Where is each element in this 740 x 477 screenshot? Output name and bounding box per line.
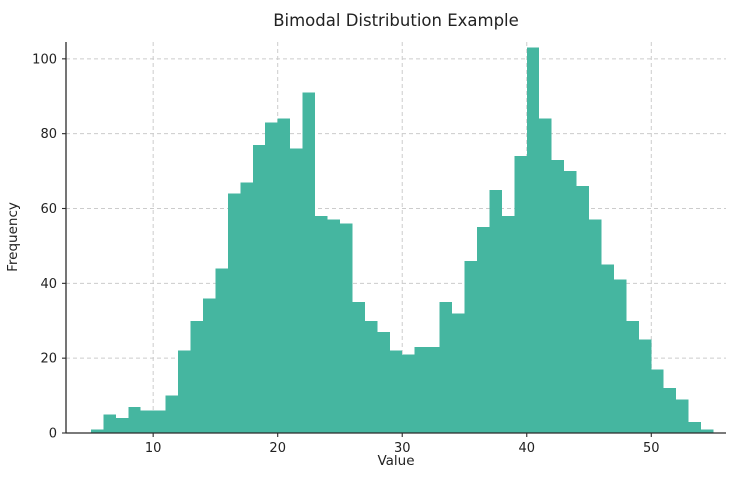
histogram-bar [315, 215, 328, 433]
histogram-bar [626, 320, 639, 433]
histogram-bar [165, 395, 179, 433]
histogram-bar [452, 313, 465, 433]
histogram-bar [128, 406, 141, 433]
x-axis-label: Value [377, 453, 414, 469]
histogram-bar [663, 388, 677, 433]
x-tick-label: 50 [643, 441, 660, 456]
histogram-bar [427, 346, 440, 433]
histogram-bar [526, 47, 540, 434]
histogram-bar [439, 302, 453, 433]
histogram-bar [277, 118, 291, 434]
histogram-bar [389, 350, 403, 433]
y-tick-label: 40 [40, 277, 57, 292]
histogram-bar [576, 186, 590, 433]
histogram-bar [240, 182, 253, 433]
histogram-bar [178, 350, 191, 433]
chart-title: Bimodal Distribution Example [273, 11, 519, 30]
histogram-bar [252, 144, 266, 434]
histogram-bar [464, 260, 477, 433]
histogram-bar [302, 92, 316, 433]
y-tick-label: 100 [32, 52, 57, 67]
bars-group [90, 47, 714, 434]
histogram-bar [676, 399, 689, 433]
histogram-bar [103, 414, 116, 433]
histogram-bar [364, 320, 378, 433]
histogram-bar [514, 156, 527, 433]
histogram-bar [140, 410, 154, 433]
histogram-bar [190, 320, 203, 433]
histogram-bar [402, 354, 415, 433]
y-axis-label: Frequency [5, 202, 21, 272]
histogram-bar [414, 346, 428, 433]
y-tick-label: 80 [40, 127, 57, 142]
histogram-bar [227, 193, 241, 433]
histogram-bar [215, 268, 228, 433]
histogram-bar [489, 189, 502, 433]
histogram-bar [90, 429, 104, 433]
histogram-bar [290, 148, 303, 434]
x-tick-label: 30 [394, 441, 411, 456]
histogram-bar [551, 159, 565, 433]
histogram-bar [377, 331, 390, 433]
histogram-bar [153, 410, 166, 433]
histogram-bar [501, 215, 515, 433]
histogram-bar [601, 264, 614, 433]
histogram-bar [651, 369, 664, 433]
tick-labels-group: 10 20 30 40 50 0 20 40 60 80 100 [32, 52, 659, 456]
histogram-bar [327, 219, 340, 433]
x-tick-label: 40 [518, 441, 535, 456]
histogram-bar [638, 339, 652, 433]
histogram-bar [339, 223, 353, 433]
x-tick-label: 10 [145, 441, 162, 456]
histogram-bar [202, 298, 216, 433]
y-tick-label: 20 [40, 352, 57, 367]
histogram-bar [564, 171, 577, 433]
histogram-bar [539, 118, 552, 434]
histogram-bar [265, 122, 278, 433]
y-tick-label: 60 [40, 202, 57, 217]
histogram-bar [476, 227, 490, 433]
y-tick-label: 0 [49, 427, 57, 442]
histogram-bar [688, 421, 702, 433]
axes-group [62, 42, 726, 437]
x-tick-label: 20 [269, 441, 286, 456]
histogram-bar [589, 219, 602, 433]
histogram-bar [115, 418, 129, 433]
histogram-bar [701, 429, 714, 433]
histogram-bar [613, 279, 627, 433]
histogram-bar [352, 302, 365, 433]
